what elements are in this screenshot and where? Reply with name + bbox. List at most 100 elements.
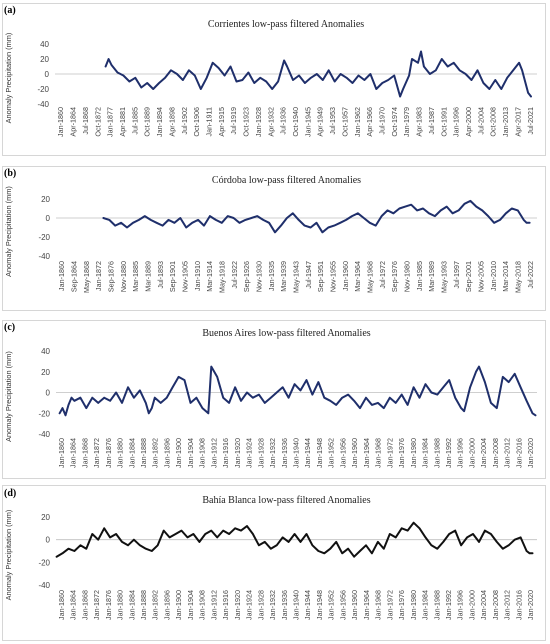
panel-letter-a: (a) xyxy=(4,5,16,16)
x-tick-label: Jul-1902 xyxy=(180,107,189,135)
x-tick-label: Jan-1985 xyxy=(415,261,424,291)
x-tick-label: Jan-1916 xyxy=(221,438,230,468)
x-tick-label: Sep-1864 xyxy=(70,261,79,292)
x-tick-label: Jan-1979 xyxy=(402,107,411,137)
y-tick-label: -40 xyxy=(38,430,50,439)
y-tick-label: 40 xyxy=(41,347,50,356)
x-tick-label: Mar-1885 xyxy=(131,261,140,292)
x-tick-label: Apr-2000 xyxy=(464,107,473,137)
x-tick-label: May-1868 xyxy=(82,261,91,293)
x-tick-label: Jan-1976 xyxy=(397,438,406,468)
x-tick-label: Jan-1960 xyxy=(350,590,359,620)
x-tick-label: Jan-1912 xyxy=(209,590,218,620)
panel-letter-d: (d) xyxy=(4,488,17,499)
x-tick-label: Jul-1987 xyxy=(427,107,436,135)
x-tick-label: Jan-2016 xyxy=(514,438,523,468)
x-tick-label: Oct-1974 xyxy=(390,107,399,137)
x-tick-label: Jan-1928 xyxy=(256,590,265,620)
x-tick-label: Jan-1904 xyxy=(186,438,195,468)
x-tick-label: Jan-1924 xyxy=(245,590,254,620)
x-tick-label: Jan-1964 xyxy=(362,590,371,620)
y-tick-label: -20 xyxy=(38,409,50,418)
x-tick-label: Apr-1881 xyxy=(118,107,127,137)
series-line-bahia-blanca xyxy=(55,521,534,558)
x-tick-label: Jan-1964 xyxy=(362,438,371,468)
x-tick-label: Oct-1991 xyxy=(439,107,448,137)
x-tick-label: Jan-2016 xyxy=(514,590,523,620)
x-tick-label: Jan-1984 xyxy=(421,438,430,468)
x-tick-label: Jan-1952 xyxy=(327,438,336,468)
x-tick-label: Apr-1949 xyxy=(316,107,325,137)
panel-letter-b: (b) xyxy=(4,168,17,179)
x-tick-label: Jul-2004 xyxy=(476,107,485,135)
y-tick-label: 20 xyxy=(40,55,49,64)
x-tick-label: Jan-1888 xyxy=(139,590,148,620)
x-tick-label: Jan-1984 xyxy=(421,590,430,620)
x-tick-label: Apr-1898 xyxy=(167,107,176,137)
y-tick-label: -40 xyxy=(38,581,50,590)
x-tick-label: Jan-1860 xyxy=(56,107,65,137)
x-tick-label: Mar-1964 xyxy=(353,261,362,292)
x-tick-label: Jan-1910 xyxy=(193,261,202,291)
x-tick-label: Jul-1936 xyxy=(279,107,288,135)
y-tick-label: 20 xyxy=(41,195,50,204)
x-tick-label: Jan-1860 xyxy=(57,590,66,620)
x-tick-label: Jul-1893 xyxy=(156,261,165,289)
x-tick-label: Jan-1944 xyxy=(303,438,312,468)
y-tick-label: 0 xyxy=(46,214,51,223)
x-tick-label: Jan-1860 xyxy=(57,438,66,468)
x-tick-label: Oct-1940 xyxy=(291,107,300,137)
x-tick-label: Jan-1900 xyxy=(174,590,183,620)
x-tick-label: Jan-1916 xyxy=(221,590,230,620)
x-tick-label: Jan-1880 xyxy=(116,438,125,468)
panel-a xyxy=(2,3,546,156)
x-tick-label: Jan-1980 xyxy=(409,438,418,468)
x-tick-label: Jan-1876 xyxy=(104,438,113,468)
x-tick-label: Jan-1948 xyxy=(315,590,324,620)
x-tick-label: Jan-1920 xyxy=(233,438,242,468)
x-tick-label: Jan-1900 xyxy=(174,438,183,468)
x-tick-label: Jul-2021 xyxy=(526,107,535,135)
x-tick-label: Jan-1948 xyxy=(315,438,324,468)
chart-title: Buenos Aires low-pass filtered Anomalies xyxy=(202,328,370,339)
x-tick-label: Jan-1860 xyxy=(57,261,66,291)
x-tick-label: Jan-1864 xyxy=(69,590,78,620)
chart-title: Bahía Blanca low-pass filtered Anomalies xyxy=(202,495,370,506)
x-tick-label: Jul-1947 xyxy=(304,261,313,289)
x-tick-label: Jan-2004 xyxy=(479,590,488,620)
x-tick-label: Jan-1956 xyxy=(338,590,347,620)
x-tick-label: Jan-1972 xyxy=(385,438,394,468)
panel-d xyxy=(2,485,546,641)
x-tick-label: Jan-1992 xyxy=(444,590,453,620)
y-axis-label: Anomaly Precipitation (mm) xyxy=(4,351,13,442)
x-tick-label: Jan-1884 xyxy=(127,438,136,468)
chart-title: Corrientes low-pass filtered Anomalies xyxy=(208,19,364,30)
y-axis-label: Anomaly Precipitation (mm) xyxy=(4,186,13,277)
x-tick-label: Jan-2010 xyxy=(489,261,498,291)
x-tick-label: Jan-1992 xyxy=(444,438,453,468)
x-tick-label: Nov-1955 xyxy=(329,261,338,292)
x-tick-label: Nov-1930 xyxy=(255,261,264,292)
x-tick-label: May-1993 xyxy=(440,261,449,293)
x-tick-label: Oct-1906 xyxy=(192,107,201,137)
x-tick-label: Jan-1936 xyxy=(280,438,289,468)
x-tick-label: Nov-1880 xyxy=(119,261,128,292)
x-tick-label: Oct-1872 xyxy=(93,107,102,137)
x-tick-label: Jul-1922 xyxy=(230,261,239,289)
series-line-buenos-aires xyxy=(58,365,537,417)
x-tick-label: Sep-1876 xyxy=(107,261,116,292)
y-tick-label: -40 xyxy=(37,100,49,109)
chart-corrientes: Corrientes low-pass filtered Anomalies An… xyxy=(4,19,537,137)
x-tick-label: Apr-2017 xyxy=(513,107,522,137)
x-tick-label: Jan-2000 xyxy=(467,590,476,620)
x-tick-label: Jan-1944 xyxy=(303,590,312,620)
x-tick-label: Jan-1892 xyxy=(151,438,160,468)
x-tick-label: Jan-1988 xyxy=(432,438,441,468)
x-tick-label: Jul-1885 xyxy=(130,107,139,135)
x-tick-label: Jan-1940 xyxy=(292,590,301,620)
series-line-corrientes xyxy=(104,50,532,98)
x-tick-label: Jan-1960 xyxy=(341,261,350,291)
x-tick-label: Jan-1908 xyxy=(198,438,207,468)
x-tick-label: Apr-1966 xyxy=(365,107,374,137)
y-tick-label: 40 xyxy=(40,40,49,49)
